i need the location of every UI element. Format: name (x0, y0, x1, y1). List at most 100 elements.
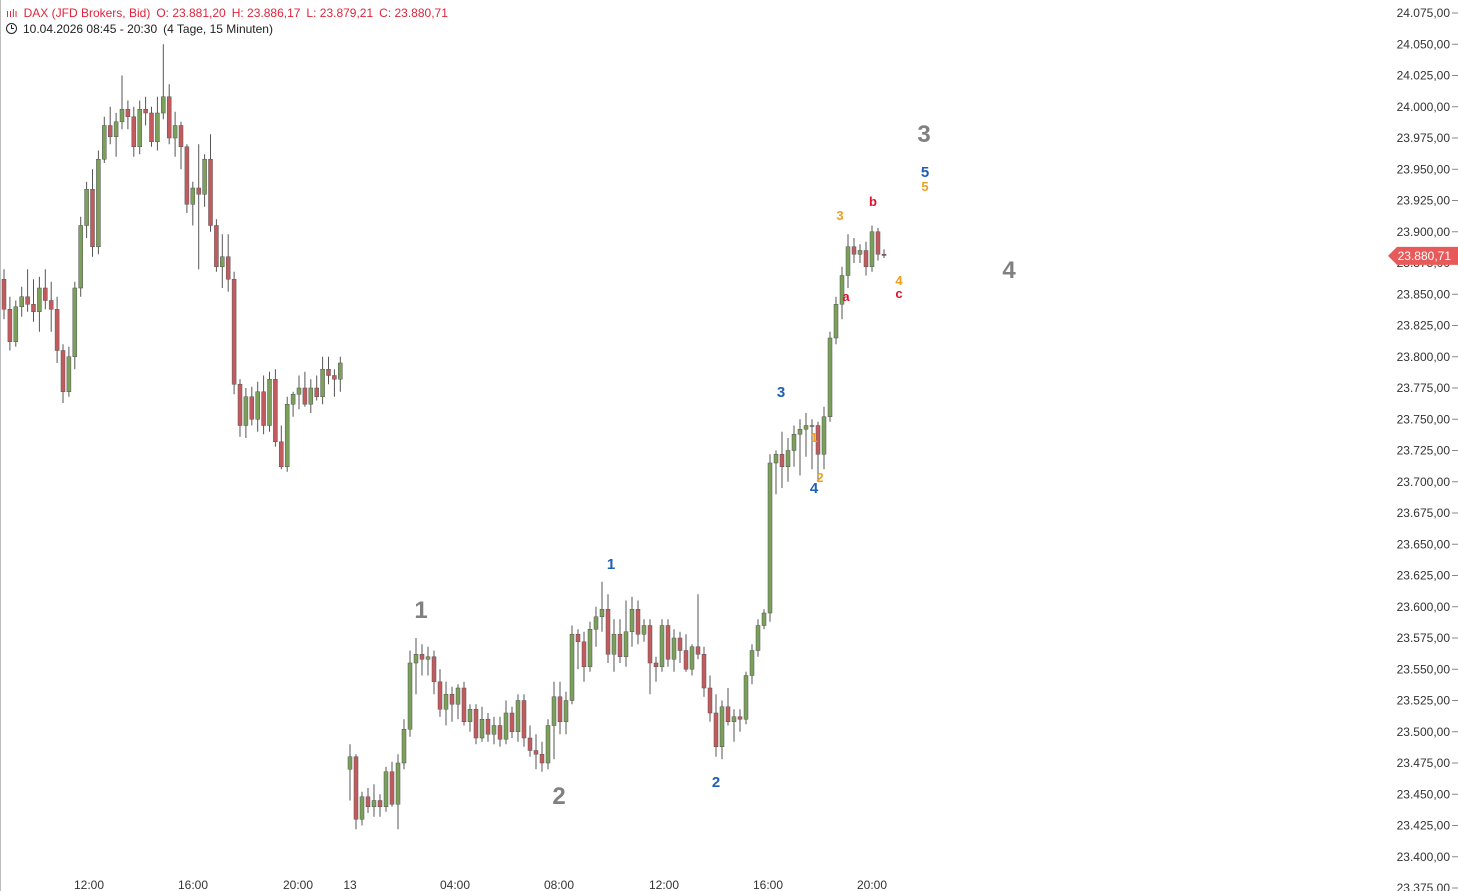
y-axis-label: 24.000,00 (1397, 100, 1451, 114)
candle (273, 379, 278, 442)
candle (497, 725, 503, 740)
candle (407, 662, 413, 730)
candle (320, 369, 325, 397)
candle (25, 296, 30, 305)
candle (713, 712, 719, 747)
candle (479, 719, 485, 739)
candle (1, 279, 7, 310)
candle (119, 109, 125, 122)
candle (290, 394, 296, 405)
candle (755, 625, 761, 651)
y-axis-label: 23.775,00 (1397, 381, 1451, 395)
y-axis-label: 23.675,00 (1397, 506, 1451, 520)
candle (202, 159, 207, 195)
candle (773, 454, 779, 464)
candle (125, 109, 131, 117)
ohlc-header: ıılı DAX (JFD Brokers, Bid) O: 23.881,20 H:… (6, 6, 454, 21)
x-axis-label: 13 (343, 878, 357, 891)
wave-label-red: b (869, 194, 877, 209)
y-axis-label: 23.800,00 (1397, 350, 1451, 364)
candle (527, 737, 533, 751)
candle (178, 125, 184, 147)
y-axis-label: 23.950,00 (1397, 162, 1451, 176)
candle (371, 800, 377, 807)
candle (231, 279, 237, 385)
wave-label-red: a (842, 289, 850, 304)
candle (37, 287, 42, 312)
candle (78, 225, 83, 289)
candle (413, 654, 419, 664)
candle (623, 631, 629, 657)
y-axis-label: 23.475,00 (1397, 756, 1451, 770)
candle (455, 687, 461, 705)
candle (587, 629, 593, 667)
candle (72, 287, 78, 357)
close-value: C: 23.880,71 (379, 6, 448, 20)
candle (857, 250, 863, 255)
y-axis-label: 23.900,00 (1397, 225, 1451, 239)
candle (353, 756, 359, 820)
candle (503, 712, 509, 740)
candle (90, 189, 95, 247)
candle (695, 646, 701, 655)
y-axis-label: 24.075,00 (1397, 6, 1451, 20)
candle (629, 609, 635, 632)
candle (665, 625, 671, 660)
wave-label-major: 1 (414, 597, 427, 624)
candle (521, 700, 527, 739)
candle (425, 656, 431, 660)
candle (611, 634, 617, 655)
candle (166, 96, 172, 139)
clock-icon (6, 23, 17, 34)
y-axis-label: 23.575,00 (1397, 631, 1451, 645)
candle (467, 709, 473, 722)
y-axis-label: 24.025,00 (1397, 69, 1451, 83)
x-axis-label: 20:00 (283, 878, 313, 891)
candle (731, 716, 737, 722)
candle (809, 425, 815, 427)
y-axis-label: 24.050,00 (1397, 37, 1451, 51)
candle (767, 462, 773, 614)
candle (545, 725, 551, 764)
candle (302, 387, 308, 405)
candle (839, 275, 845, 305)
y-axis-label: 23.450,00 (1397, 787, 1451, 801)
candle (557, 696, 563, 722)
candle (196, 187, 201, 195)
candle (184, 146, 190, 205)
candle (605, 609, 611, 655)
candle (267, 379, 272, 426)
candle (707, 687, 713, 714)
candle (677, 637, 683, 651)
candle (249, 396, 255, 420)
candle (581, 641, 587, 667)
candle (653, 662, 659, 667)
candle (881, 254, 887, 256)
y-axis-label: 23.975,00 (1397, 131, 1451, 145)
candle (389, 771, 395, 805)
candle (863, 250, 869, 267)
wave-label-orange: 5 (921, 179, 928, 194)
candle (243, 396, 249, 426)
candle (172, 125, 178, 139)
candle (833, 304, 839, 339)
candle (359, 796, 365, 820)
candle (599, 609, 605, 617)
low-value: L: 23.879,21 (306, 6, 374, 20)
x-axis-label: 04:00 (440, 878, 470, 891)
candle (284, 404, 290, 467)
wave-label-blue: 1 (607, 556, 615, 573)
candle (683, 650, 689, 670)
candle (401, 729, 407, 764)
date-range-header: 10.04.2026 08:45 - 20:30 (4 Tage, 15 Minu… (6, 22, 279, 36)
candle (749, 650, 755, 676)
y-axis-label: 23.725,00 (1397, 444, 1451, 458)
candle (225, 256, 231, 280)
candle (96, 159, 101, 247)
candle (208, 159, 213, 226)
candle (515, 700, 521, 732)
candle (791, 434, 797, 451)
candle (19, 296, 24, 307)
